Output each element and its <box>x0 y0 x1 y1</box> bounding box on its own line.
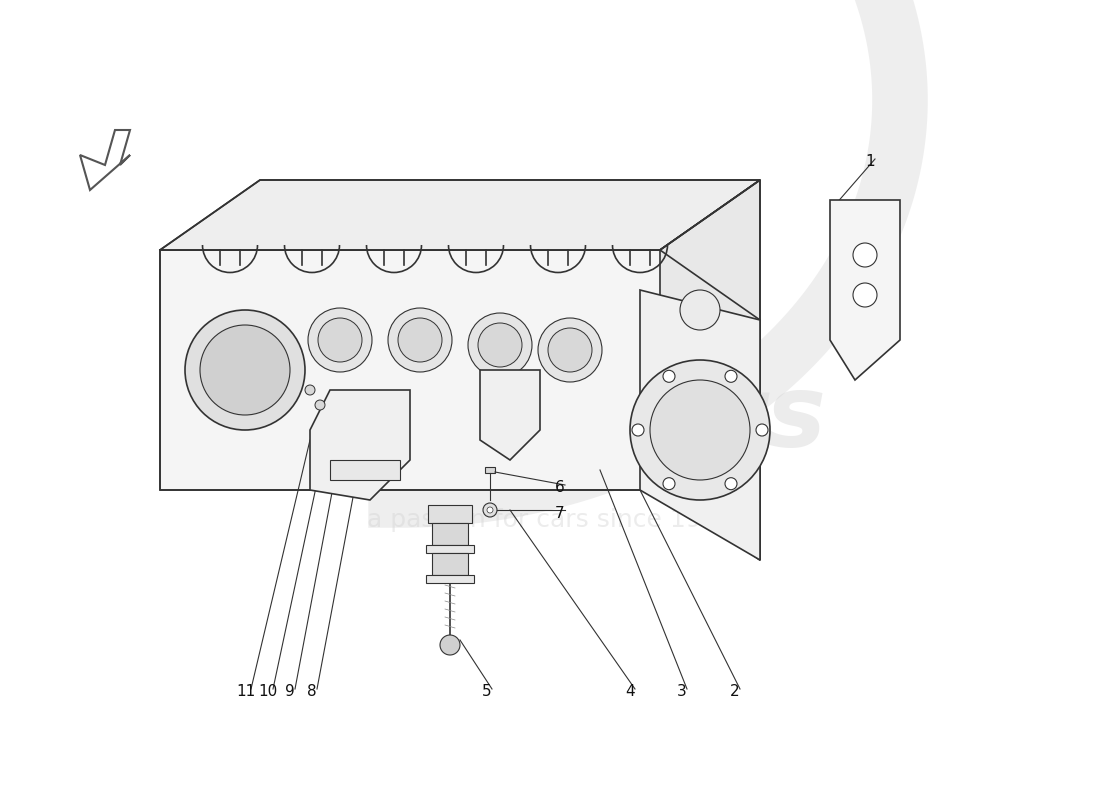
Circle shape <box>487 507 493 513</box>
Circle shape <box>852 283 877 307</box>
Circle shape <box>398 318 442 362</box>
Circle shape <box>663 370 675 382</box>
Text: 4: 4 <box>625 685 635 699</box>
Circle shape <box>680 290 720 330</box>
Circle shape <box>305 385 315 395</box>
Polygon shape <box>160 250 760 560</box>
Bar <box>428 505 472 523</box>
Text: 3: 3 <box>678 685 686 699</box>
Bar <box>485 467 495 473</box>
Polygon shape <box>830 200 900 380</box>
Circle shape <box>630 360 770 500</box>
Polygon shape <box>160 180 760 250</box>
Text: 10: 10 <box>258 685 277 699</box>
Circle shape <box>468 313 532 377</box>
Bar <box>330 460 400 480</box>
Circle shape <box>538 318 602 382</box>
Circle shape <box>548 328 592 372</box>
Bar <box>432 553 468 575</box>
Circle shape <box>632 424 644 436</box>
Polygon shape <box>640 290 760 560</box>
Circle shape <box>440 635 460 655</box>
Text: 9: 9 <box>285 685 295 699</box>
Circle shape <box>200 325 290 415</box>
Text: a passion for cars since 1985: a passion for cars since 1985 <box>366 508 734 532</box>
Circle shape <box>388 308 452 372</box>
Polygon shape <box>310 390 410 500</box>
Text: 2: 2 <box>730 685 740 699</box>
Bar <box>840 200 890 230</box>
Bar <box>432 523 468 545</box>
Circle shape <box>308 308 372 372</box>
Circle shape <box>315 400 324 410</box>
Circle shape <box>650 380 750 480</box>
Circle shape <box>478 323 522 367</box>
Circle shape <box>483 503 497 517</box>
Text: 6: 6 <box>556 481 565 495</box>
Bar <box>426 545 474 553</box>
Text: 7: 7 <box>556 506 564 521</box>
Polygon shape <box>480 370 540 460</box>
Circle shape <box>852 243 877 267</box>
Polygon shape <box>80 130 130 190</box>
Text: 5: 5 <box>482 685 492 699</box>
Circle shape <box>185 310 305 430</box>
Circle shape <box>725 478 737 490</box>
Circle shape <box>756 424 768 436</box>
Text: 8: 8 <box>307 685 317 699</box>
Text: 1: 1 <box>866 154 874 170</box>
Circle shape <box>318 318 362 362</box>
Polygon shape <box>660 180 760 490</box>
Bar <box>426 575 474 583</box>
Text: 11: 11 <box>236 685 255 699</box>
Circle shape <box>663 478 675 490</box>
Circle shape <box>725 370 737 382</box>
Text: europarts: europarts <box>274 371 826 469</box>
